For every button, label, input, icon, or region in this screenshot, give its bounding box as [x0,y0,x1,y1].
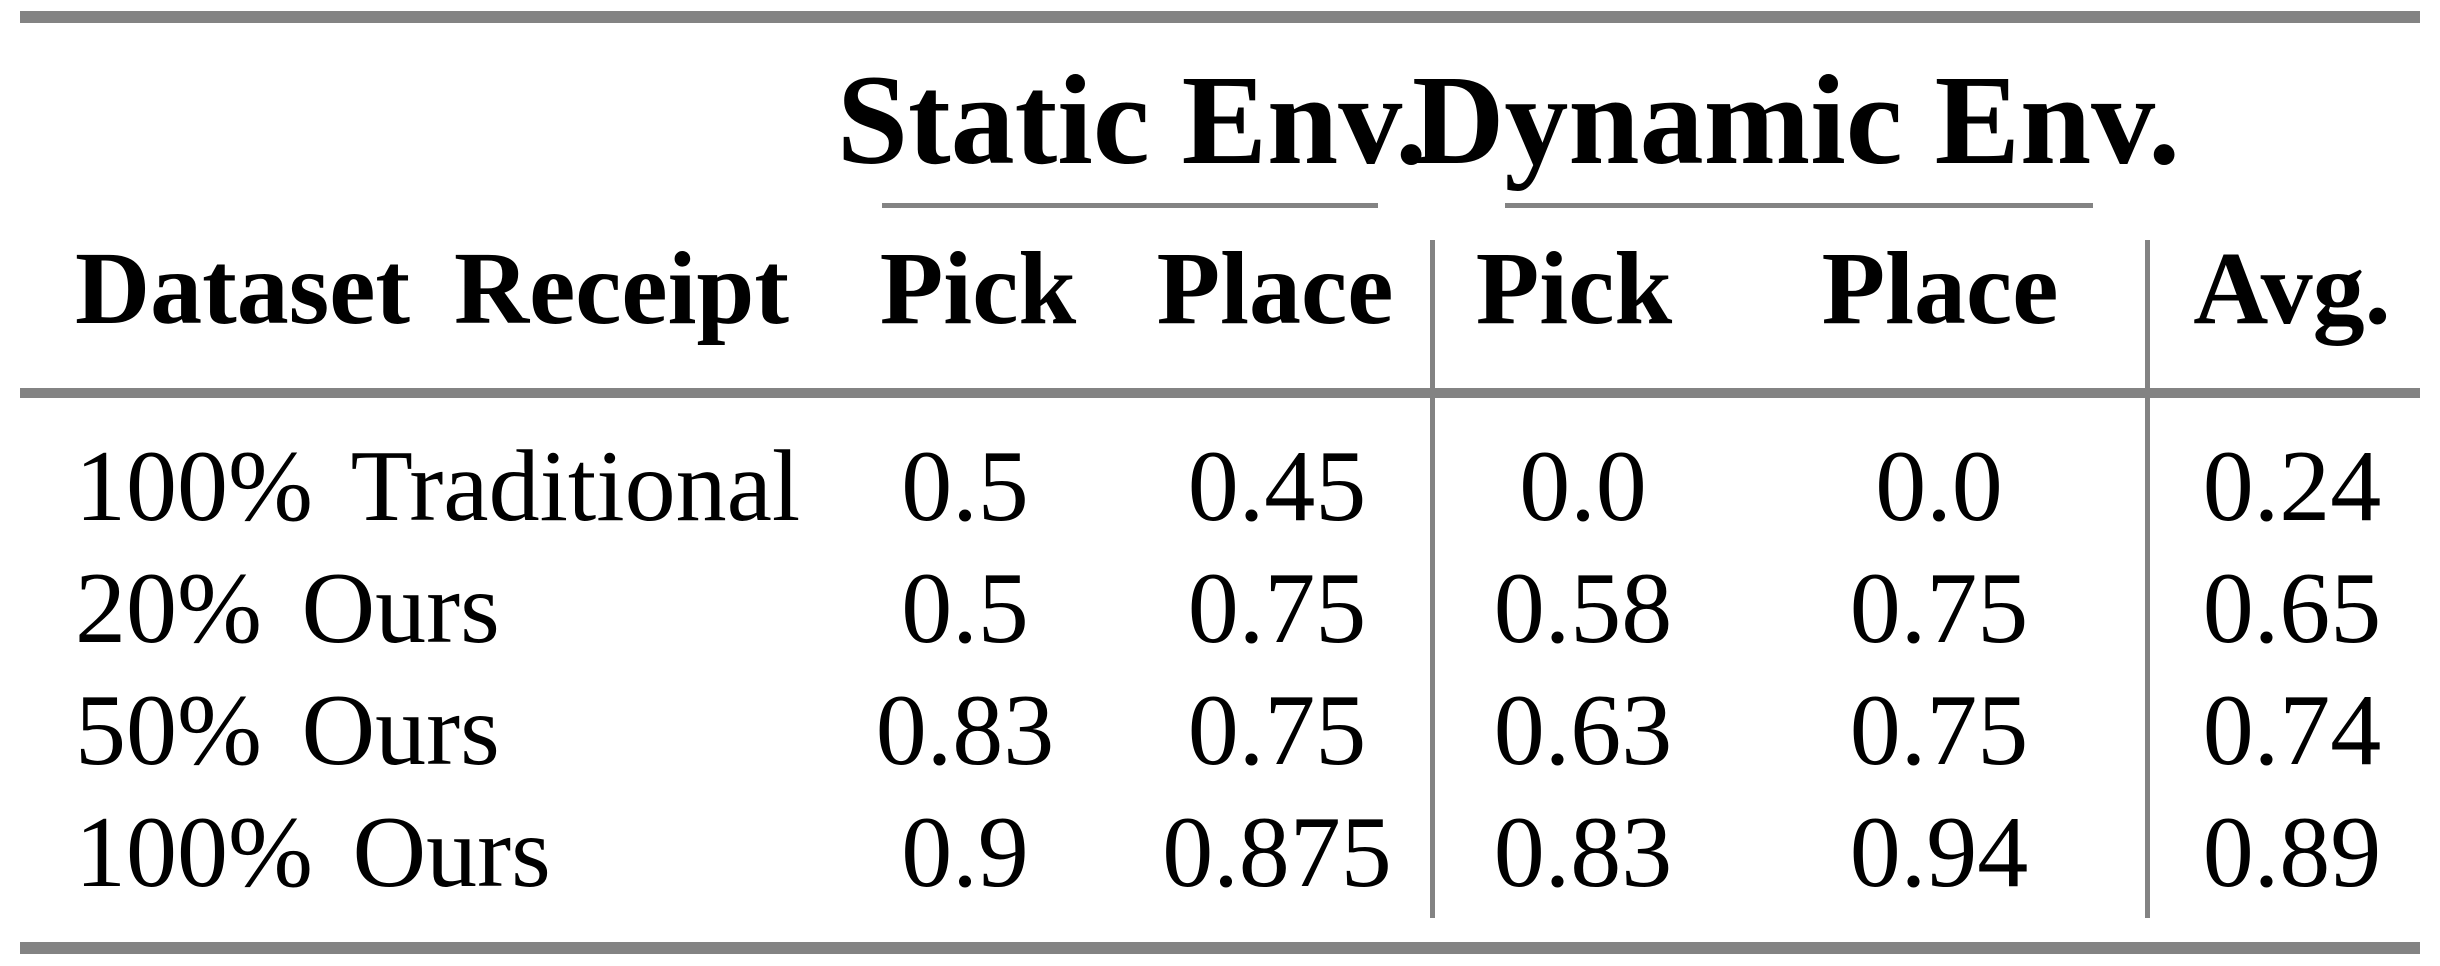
cell-dynamic-place: 0.0 [1875,430,2003,543]
cell-static-place: 0.45 [1187,430,1367,543]
header-body-rule [20,388,2420,398]
cell-dynamic-pick: 0.63 [1493,674,1673,787]
group-header-dynamic-env: Dynamic Env. [1411,49,2181,191]
cell-avg: 0.89 [2202,796,2382,909]
cell-static-place: 0.875 [1162,796,1392,909]
column-divider-static-dynamic [1430,240,1435,918]
bottom-rule [20,942,2420,954]
cell-dynamic-pick: 0.83 [1493,796,1673,909]
column-header-avg: Avg. [2193,231,2391,346]
group-header-static-env: Static Env. [836,49,1428,191]
row-label: 20% Ours [75,552,500,665]
cell-dynamic-place: 0.75 [1849,674,2029,787]
row-label: 50% Ours [75,674,500,787]
cell-static-pick: 0.5 [901,552,1029,665]
cell-static-place: 0.75 [1187,552,1367,665]
cell-dynamic-pick: 0.0 [1519,430,1647,543]
cell-dynamic-place: 0.75 [1849,552,2029,665]
row-label: 100% Traditional [75,430,801,543]
row-label: 100% Ours [75,796,551,909]
top-rule [20,11,2420,23]
column-header-dataset-receipt: Dataset Receipt [75,231,789,346]
cell-avg: 0.24 [2202,430,2382,543]
column-header-static-pick: Pick [879,231,1077,346]
dynamic-env-underline-rule [1505,203,2093,208]
cell-static-place: 0.75 [1187,674,1367,787]
cell-dynamic-pick: 0.58 [1493,552,1673,665]
cell-dynamic-place: 0.94 [1849,796,2029,909]
cell-avg: 0.74 [2202,674,2382,787]
column-header-static-place: Place [1156,231,1394,346]
cell-avg: 0.65 [2202,552,2382,665]
cell-static-pick: 0.5 [901,430,1029,543]
cell-static-pick: 0.83 [875,674,1055,787]
column-header-dynamic-pick: Pick [1475,231,1673,346]
cell-static-pick: 0.9 [901,796,1029,909]
static-env-underline-rule [882,203,1378,208]
column-divider-avg [2145,240,2150,918]
column-header-dynamic-place: Place [1821,231,2059,346]
